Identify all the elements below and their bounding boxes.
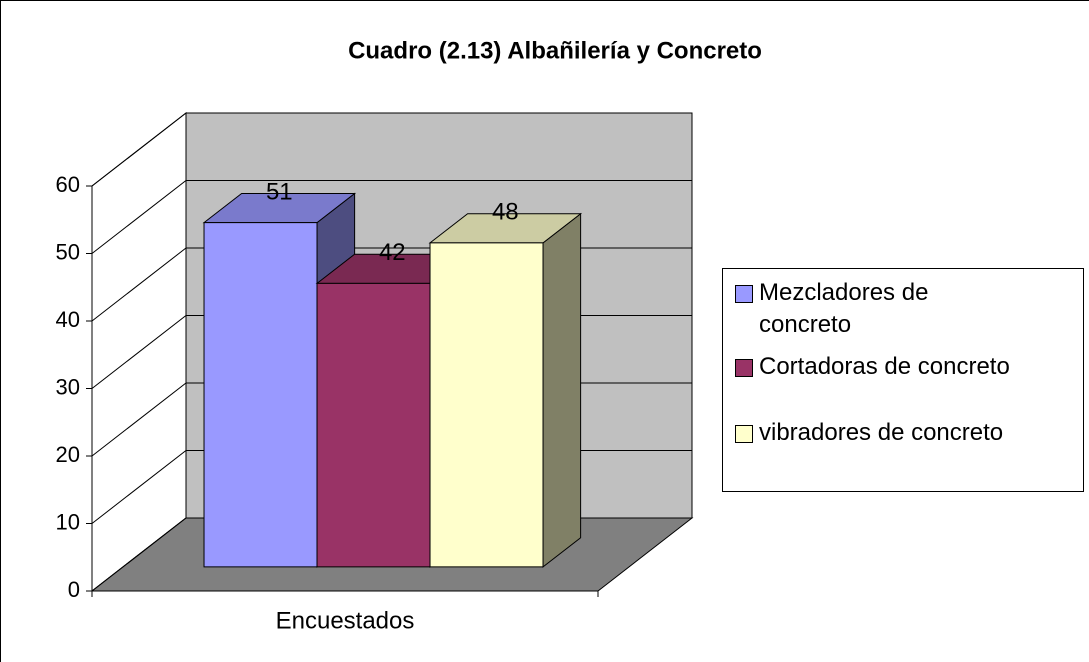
legend-swatch (735, 285, 753, 303)
legend-item: Cortadoras de concreto (735, 351, 1083, 383)
chart-title: Cuadro (2.13) Albañilería y Concreto (348, 37, 762, 64)
y-tick-label: 0 (68, 577, 80, 602)
legend-item: Mezcladores de concreto (735, 277, 1083, 341)
y-tick-label: 40 (56, 307, 80, 332)
x-tick-label: Encuestados (276, 607, 415, 634)
legend: Mezcladores de concreto Cortadoras de con… (722, 268, 1084, 492)
y-tick-label: 60 (56, 172, 80, 197)
legend-swatch (735, 425, 753, 443)
legend-label: Mezcladores de concreto (759, 279, 929, 338)
y-tick-label: 30 (56, 374, 80, 399)
grid-line (91, 112, 692, 187)
data-label: 42 (379, 239, 406, 266)
y-tick-label: 50 (56, 239, 80, 264)
legend-swatch (735, 359, 753, 377)
bar (429, 242, 544, 568)
legend-label: Cortadoras de concreto (759, 353, 1010, 380)
bar (316, 282, 431, 568)
bar-side (542, 212, 582, 568)
legend-item: vibradores de concreto (735, 417, 1083, 449)
data-label: 48 (492, 199, 519, 226)
y-tick-label: 10 (56, 509, 80, 534)
y-tick-label: 20 (56, 442, 80, 467)
grid-line (91, 180, 692, 254)
data-label: 51 (266, 178, 293, 205)
bar (203, 222, 318, 568)
legend-label: vibradores de concreto (759, 419, 1004, 446)
